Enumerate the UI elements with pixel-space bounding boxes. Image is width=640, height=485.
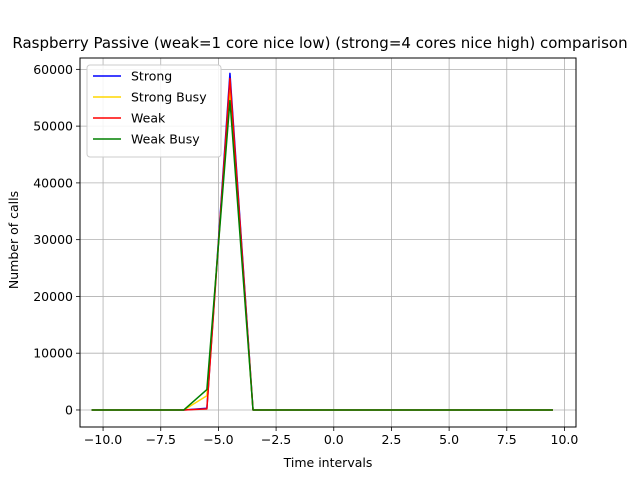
x-tick-label: 2.5 [381,432,401,447]
y-tick-label: 20000 [33,289,73,304]
plot-frame [79,57,577,428]
y-tick-label: 10000 [33,346,73,361]
x-tick-label: 5.0 [439,432,459,447]
x-tick-label: −2.5 [261,432,291,447]
y-tick-label: 0 [65,402,73,417]
chart-title: Raspberry Passive (weak=1 core nice low)… [12,34,627,52]
x-tick-label: 10.0 [551,432,579,447]
legend-label: Weak [131,111,166,126]
series-lines [91,72,553,411]
y-tick-label: 30000 [33,232,73,247]
x-tick-label: 7.5 [497,432,517,447]
legend-label: Strong Busy [131,90,207,105]
x-tick-label: −7.5 [146,432,176,447]
legend-box [86,64,222,158]
y-tick-label: 60000 [33,62,73,77]
x-tick-label: −5.0 [203,432,233,447]
y-axis-label: Number of calls [6,191,21,289]
legend-label: Weak Busy [131,132,200,147]
x-axis-ticks: −10.0 −7.5 −5.0 −2.5 0.0 2.5 5.0 7.5 10.0 [84,427,579,447]
x-axis-label: Time intervals [283,455,373,470]
y-axis-ticks: 0 10000 20000 30000 40000 50000 60000 [33,62,80,417]
legend: Strong Strong Busy Weak Weak Busy [86,64,222,158]
y-tick-label: 50000 [33,119,73,134]
x-tick-label: −10.0 [84,432,122,447]
y-tick-label: 40000 [33,175,73,190]
legend-label: Strong [131,69,172,84]
x-tick-label: 0.0 [324,432,344,447]
series-line-3 [91,99,553,411]
